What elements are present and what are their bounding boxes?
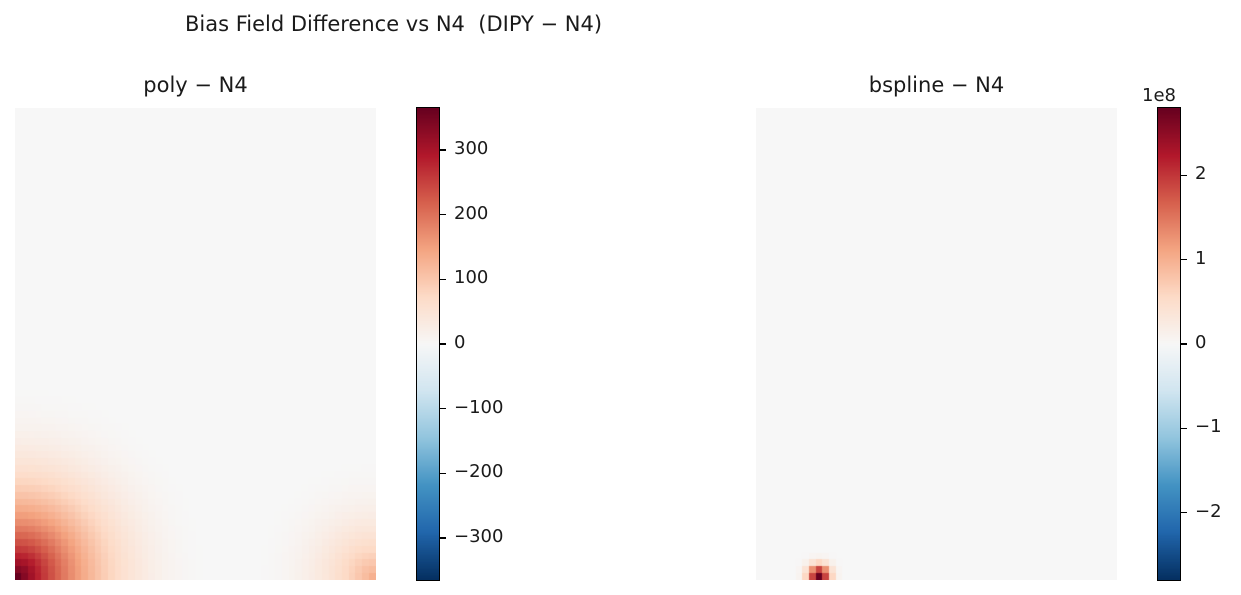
colorbar-tick-label: 2 [1195,163,1207,185]
colorbar-tick [1181,258,1187,261]
colorbar-tick-label: 200 [454,202,489,224]
colorbar-tick-label: 100 [454,267,489,289]
panel2-colorbar-offset: 1e8 [1142,85,1176,106]
colorbar-tick-label: 1 [1195,247,1207,269]
colorbar-tick-label: −100 [454,396,504,418]
panel2-title: bspline − N4 [868,73,1005,97]
colorbar-tick [440,149,446,151]
colorbar-tick-label: 300 [454,138,489,160]
panel1-heatmap [15,108,376,580]
panel1-title: poly − N4 [143,73,248,97]
colorbar-tick [440,407,446,410]
colorbar-tick-label: −2 [1195,500,1222,522]
colorbar-tick [1181,511,1187,514]
panel2-heatmap [756,108,1117,580]
colorbar-tick-label: −1 [1195,416,1222,438]
colorbar-tick [1181,427,1187,430]
colorbar-tick [1181,174,1187,177]
colorbar-tick-label: 0 [1195,332,1207,353]
colorbar-tick [440,472,446,475]
figure-suptitle: Bias Field Difference vs N4 (DIPY − N4) [185,12,603,36]
colorbar-tick-label: −200 [454,461,504,483]
colorbar-tick [440,278,446,281]
colorbar-tick-label: 0 [454,332,466,353]
panel2-colorbar [1157,107,1181,581]
colorbar-tick [1181,343,1187,345]
colorbar-tick-label: −300 [454,525,504,547]
colorbar-tick [440,343,446,345]
colorbar-tick [440,537,446,539]
panel1-colorbar [416,107,440,581]
colorbar-tick [440,213,446,216]
